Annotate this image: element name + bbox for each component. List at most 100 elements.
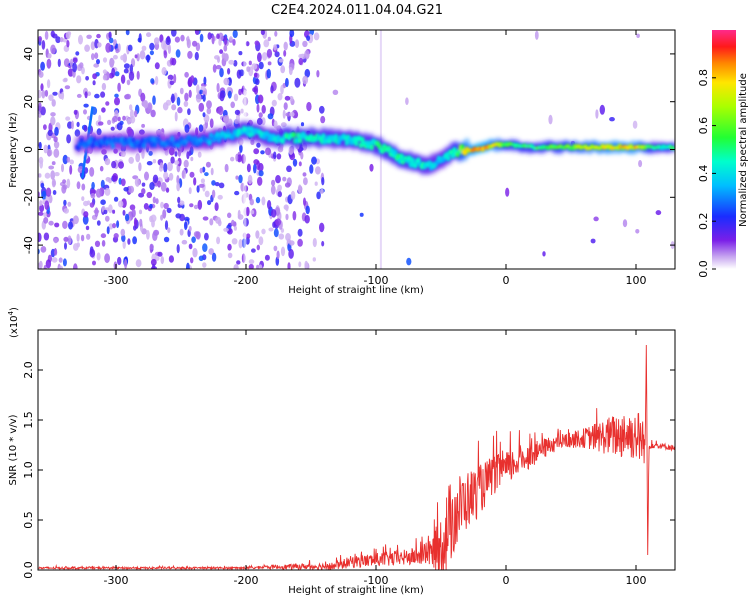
noise-speck bbox=[273, 44, 278, 51]
noise-speck bbox=[302, 172, 307, 177]
noise-speck bbox=[40, 83, 44, 92]
noise-speck bbox=[284, 95, 291, 101]
noise-speck bbox=[223, 53, 229, 61]
noise-speck bbox=[292, 158, 298, 167]
noise-speck bbox=[92, 73, 97, 80]
noise-speck bbox=[261, 117, 266, 126]
noise-speck bbox=[65, 116, 71, 121]
noise-speck bbox=[125, 93, 131, 100]
noise-speck bbox=[107, 119, 112, 125]
noise-speck bbox=[99, 165, 104, 172]
noise-speck bbox=[71, 120, 74, 130]
ridge-point bbox=[321, 133, 326, 139]
noise-speck bbox=[69, 164, 73, 175]
noise-speck bbox=[254, 40, 260, 46]
bottom-x-tick-label: -100 bbox=[364, 574, 389, 587]
noise-speck bbox=[67, 201, 72, 207]
noise-speck bbox=[39, 200, 43, 207]
noise-speck bbox=[102, 69, 107, 74]
noise-speck bbox=[186, 151, 190, 160]
ridge-point bbox=[446, 155, 451, 162]
ridge-point bbox=[291, 131, 296, 138]
noise-speck bbox=[126, 126, 133, 135]
noise-speck bbox=[204, 190, 210, 198]
noise-speck bbox=[297, 238, 303, 247]
noise-speck bbox=[64, 242, 67, 250]
noise-speck bbox=[122, 115, 126, 121]
noise-speck bbox=[183, 100, 189, 107]
snr-series-line bbox=[38, 344, 675, 570]
noise-speck bbox=[256, 244, 260, 251]
noise-speck bbox=[112, 54, 118, 60]
noise-speck bbox=[298, 161, 302, 167]
noise-speck bbox=[120, 228, 126, 237]
noise-speck bbox=[140, 92, 146, 103]
noise-speck bbox=[202, 243, 208, 253]
noise-speck bbox=[186, 38, 191, 49]
noise-speck bbox=[143, 100, 149, 109]
noise-speck bbox=[102, 74, 108, 81]
noise-speck bbox=[62, 179, 67, 184]
noise-speck bbox=[175, 213, 182, 219]
noise-speck bbox=[246, 66, 251, 72]
noise-speck bbox=[319, 105, 325, 114]
noise-speck bbox=[276, 153, 282, 160]
noise-speck bbox=[168, 172, 174, 181]
noise-speck bbox=[216, 33, 220, 39]
bottom-y-tick-label: 1.0 bbox=[22, 461, 35, 479]
noise-speck bbox=[50, 248, 56, 258]
noise-speck bbox=[174, 151, 178, 157]
noise-speck bbox=[66, 134, 71, 144]
noise-speck bbox=[235, 175, 239, 180]
noise-speck bbox=[50, 116, 56, 126]
noise-speck bbox=[160, 182, 167, 192]
noise-speck bbox=[50, 112, 56, 117]
noise-speck bbox=[40, 106, 46, 116]
ridge-core bbox=[74, 125, 675, 171]
noise-speck bbox=[191, 236, 196, 243]
noise-speck bbox=[218, 105, 224, 116]
noise-speck bbox=[297, 184, 302, 194]
noise-speck bbox=[195, 93, 202, 103]
noise-speck bbox=[155, 198, 159, 205]
noise-speck bbox=[38, 211, 44, 216]
noise-speck bbox=[302, 40, 308, 48]
noise-speck bbox=[58, 257, 63, 263]
spectral-ridge bbox=[74, 120, 675, 176]
ridge-point bbox=[131, 137, 136, 144]
noise-speck bbox=[250, 210, 255, 215]
noise-speck bbox=[303, 177, 308, 186]
noise-speck bbox=[197, 151, 202, 158]
noise-speck bbox=[245, 41, 250, 47]
noise-speck bbox=[258, 61, 264, 70]
noise-speck bbox=[51, 257, 58, 263]
noise-speck bbox=[150, 258, 157, 266]
top-y-tick-label: 20 bbox=[22, 95, 35, 109]
noise-speck bbox=[162, 209, 167, 219]
noise-speck bbox=[210, 167, 214, 176]
ridge-point bbox=[141, 142, 147, 149]
ridge-point bbox=[396, 153, 401, 160]
noise-speck bbox=[193, 177, 197, 186]
noise-speck bbox=[202, 112, 206, 118]
noise-speck bbox=[83, 103, 89, 108]
noise-speck bbox=[197, 199, 203, 210]
noise-speck bbox=[632, 120, 638, 129]
noise-speck bbox=[38, 36, 43, 42]
noise-speck bbox=[154, 62, 160, 70]
noise-speck bbox=[40, 182, 45, 189]
noise-speck bbox=[320, 115, 326, 124]
noise-speck bbox=[74, 129, 81, 137]
ridge-point bbox=[110, 142, 116, 149]
noise-speck bbox=[57, 58, 61, 68]
noise-speck bbox=[230, 156, 235, 162]
top-x-axis-title: Height of straight line (km) bbox=[288, 285, 424, 296]
noise-speck bbox=[638, 160, 643, 168]
spectrogram-marks bbox=[38, 30, 675, 269]
noise-speck bbox=[206, 100, 212, 109]
noise-speck bbox=[218, 38, 222, 46]
colorbar-tick-label: 0.4 bbox=[697, 165, 710, 183]
noise-speck bbox=[104, 158, 111, 166]
noise-speck bbox=[332, 89, 339, 96]
noise-speck bbox=[128, 71, 135, 81]
